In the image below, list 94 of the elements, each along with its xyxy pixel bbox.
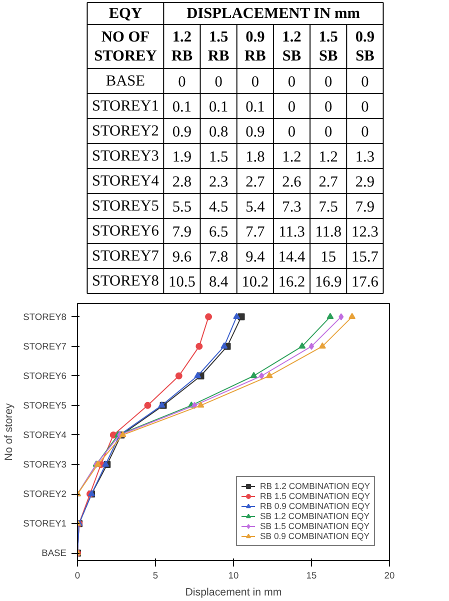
legend-label: RB 0.9 COMBINATION EQY [260, 501, 370, 511]
chart-title: DISPLACEMENT IN mm [186, 5, 360, 22]
data-label: 0 [214, 74, 223, 90]
y-tick-label: STOREY6 [92, 222, 160, 240]
x-tick-label: 1.5 RB [208, 28, 230, 64]
legend-label: SB 1.2 COMBINATION EQY [260, 511, 370, 521]
data-label: 0.1 [172, 98, 192, 116]
data-label: 16.2 [278, 274, 306, 290]
data-label: 2.7 [246, 174, 266, 190]
y-tick-label: STOREY5 [92, 198, 160, 214]
data-label: 0 [361, 74, 370, 90]
legend-label: RB 1.5 COMBINATION EQY [260, 491, 370, 501]
legend-label: SB 1.5 COMBINATION EQY [260, 521, 370, 531]
y-tick-label: STOREY2 [23, 489, 66, 500]
data-label: 15 [320, 248, 336, 266]
x-tick-label: 10 [228, 570, 239, 580]
y-tick-label: STOREY8 [23, 312, 66, 322]
data-label: 1.8 [246, 148, 266, 166]
data-label: 1.9 [172, 148, 192, 166]
data-label: 10.2 [242, 274, 269, 290]
y-tick-label: STOREY8 [92, 272, 160, 290]
data-label: 7.5 [318, 198, 338, 216]
data-label: 16.9 [314, 274, 342, 290]
x-tick-label: 0.9 RB [244, 28, 266, 64]
data-label: 9.4 [246, 248, 266, 266]
y-tick-label: STOREY4 [23, 430, 66, 440]
data-label: 0 [361, 98, 370, 116]
data-label: 1.5 [208, 148, 228, 166]
y-tick-label: STOREY5 [23, 400, 66, 410]
data-label: 17.6 [352, 274, 379, 290]
data-label: 0 [251, 74, 260, 90]
data-label: 15.7 [352, 248, 379, 266]
y-tick-label: STOREY1 [92, 98, 159, 114]
y-tick-label: STOREY3 [23, 459, 66, 470]
data-label: 1.3 [355, 148, 375, 166]
text: EQY [108, 5, 142, 22]
y-axis-title: No of storey [3, 402, 16, 461]
y-tick-label: STOREY2 [92, 122, 159, 140]
y-axis-title: NO OF STOREY [94, 28, 157, 64]
data-label: 9.6 [172, 248, 192, 266]
data-label: 11.3 [278, 224, 306, 240]
y-tick-label: STOREY3 [92, 148, 160, 164]
data-label: 0 [288, 74, 296, 90]
data-label: 2.9 [355, 174, 375, 190]
x-tick-label: 1.2 RB [171, 28, 193, 64]
y-tick-label: STOREY6 [23, 370, 66, 381]
data-label: 0 [324, 74, 333, 90]
x-tick-label: 1.2 SB [282, 28, 302, 64]
data-label: 8.4 [208, 274, 228, 290]
data-label: 5.5 [172, 198, 192, 216]
data-label: 0.1 [208, 98, 228, 116]
data-label: 0 [178, 74, 186, 90]
data-label: 0.9 [246, 124, 266, 140]
data-label: 0 [324, 98, 333, 116]
data-label: 0 [324, 124, 333, 140]
data-label: 0.9 [172, 124, 192, 140]
legend-label: SB 0.9 COMBINATION EQY [260, 531, 370, 541]
data-label: 7.8 [208, 248, 228, 266]
data-label: 11.8 [315, 224, 342, 240]
x-tick-label: 1.5 SB [318, 28, 338, 64]
data-label: 5.4 [246, 198, 266, 216]
data-label: 7.7 [246, 224, 266, 240]
data-label: 1.2 [318, 148, 338, 166]
data-label: 0 [288, 98, 296, 116]
data-label: 0.8 [208, 124, 228, 140]
data-label: 0.1 [246, 98, 265, 116]
y-tick-label: STOREY7 [23, 341, 66, 352]
x-tick-label: 5 [152, 570, 158, 580]
data-label: 7.9 [355, 198, 375, 216]
y-tick-label: BASE [106, 72, 146, 90]
data-label: 1.2 [282, 148, 302, 166]
data-label: 7.3 [282, 198, 302, 216]
data-label: 7.9 [172, 224, 192, 240]
data-label: 10.5 [168, 274, 196, 290]
data-label: 4.5 [208, 198, 228, 216]
y-tick-label: BASE [42, 548, 67, 558]
x-axis-title: Displacement in mm [185, 586, 282, 598]
x-tick-label: 0.9 SB [355, 28, 375, 64]
data-label: 12.3 [352, 224, 379, 240]
y-tick-label: STOREY7 [92, 248, 160, 264]
data-label: 14.4 [278, 248, 306, 266]
data-label: 0 [288, 124, 296, 140]
data-label: 2.8 [172, 174, 192, 190]
legend-label: RB 1.2 COMBINATION EQY [260, 481, 370, 491]
y-tick-label: STOREY4 [92, 172, 160, 190]
y-tick-label: STOREY1 [23, 518, 66, 529]
data-label: 2.7 [318, 174, 338, 190]
data-label: 2.6 [282, 174, 302, 190]
data-label: 0 [361, 124, 370, 140]
data-label: 2.3 [208, 174, 228, 190]
x-tick-label: 20 [384, 570, 395, 580]
data-label: 6.5 [208, 224, 228, 240]
x-tick-label: 0 [74, 570, 80, 580]
x-tick-label: 15 [306, 570, 317, 580]
